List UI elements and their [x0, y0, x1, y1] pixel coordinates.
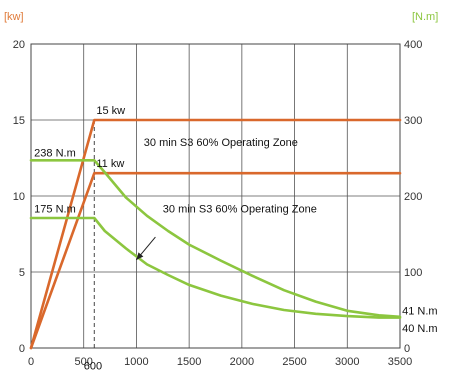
series-line-torque-2	[29, 159, 402, 319]
y-right-tick-label: 0	[404, 343, 410, 355]
x-tick-label: 2500	[282, 356, 306, 368]
y-right-tick-label: 200	[404, 191, 422, 203]
y-left-tick-label: 20	[13, 39, 25, 51]
y-right-tick-label: 400	[404, 39, 422, 51]
x-tick-label: 1500	[177, 356, 201, 368]
annotation-arrow-head	[136, 252, 144, 260]
annotation-nm-40: 40 N.m	[402, 323, 437, 335]
y-left-tick-label: 10	[13, 191, 25, 203]
right-unit-label: [N.m]	[412, 11, 438, 23]
plot-frame	[30, 43, 401, 349]
x-tick-label: 3000	[335, 356, 359, 368]
x-tick-label: 1000	[124, 356, 148, 368]
x-tick-label: 3500	[388, 356, 412, 368]
annotation-kw-15: 15 kw	[96, 105, 125, 117]
y-right-tick-label: 300	[404, 115, 422, 127]
x-tick-label: 0	[28, 356, 34, 368]
series-line-torque-3	[29, 216, 402, 319]
x-tick-label: 2000	[230, 356, 254, 368]
annotation-zone-upper: 30 min S3 60% Operating Zone	[144, 137, 298, 149]
series-line-power-1	[29, 171, 402, 350]
annotation-zone-lower: 30 min S3 60% Operating Zone	[163, 204, 317, 216]
x-tick-label: 500	[75, 356, 93, 368]
y-left-tick-label: 5	[19, 267, 25, 279]
annotation-rpm-600: 600	[84, 360, 102, 372]
y-left-tick-label: 15	[13, 115, 25, 127]
annotation-nm-175: 175 N.m	[34, 204, 76, 216]
annotation-nm-41: 41 N.m	[402, 306, 437, 318]
annotation-kw-11: 11 kw	[96, 158, 124, 170]
annotation-nm-238: 238 N.m	[34, 147, 76, 159]
left-unit-label: [kw]	[4, 11, 24, 23]
y-right-tick-label: 100	[404, 267, 422, 279]
y-left-tick-label: 0	[19, 343, 25, 355]
series-line-power-0	[29, 118, 402, 350]
